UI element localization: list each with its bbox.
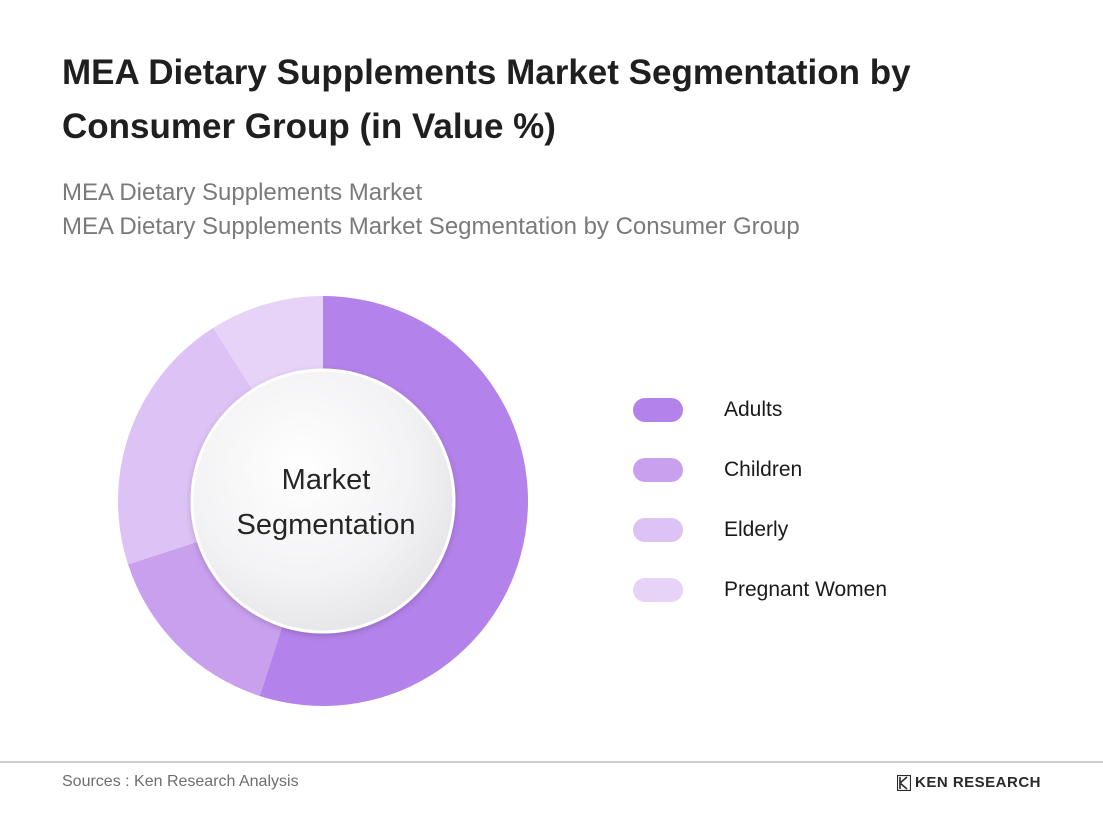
legend-item-elderly: Elderly [633,500,887,560]
slice-pregnant-women [213,296,323,391]
legend-swatch-elderly [633,518,683,542]
slice-children [128,541,283,696]
chart-legend: Adults Children Elderly Pregnant Women [633,380,887,620]
legend-item-children: Children [633,440,887,500]
brand-logo: KEN RESEARCH [896,774,1041,791]
slice-adults [259,296,528,707]
legend-swatch-adults [633,398,683,422]
ken-research-logo-icon [896,774,911,791]
legend-swatch-pregnant-women [633,578,683,602]
center-label-line-1: Market [282,464,371,496]
subtitle: MEA Dietary Supplements Market MEA Dieta… [62,176,800,244]
center-label-line-2: Segmentation [237,509,416,541]
legend-swatch-children [633,458,683,482]
legend-item-adults: Adults [633,380,887,440]
legend-label-pregnant-women: Pregnant Women [724,578,888,601]
subtitle-line-2: MEA Dietary Supplements Market Segmentat… [62,213,800,240]
brand-name: KEN RESEARCH [914,774,1041,791]
legend-label-children: Children [724,458,803,481]
chart-title: MEA Dietary Supplements Market Segmentat… [62,53,911,146]
footer-divider [0,761,1103,763]
legend-label-elderly: Elderly [724,518,789,541]
subtitle-line-1: MEA Dietary Supplements Market [62,179,423,206]
slice-elderly [117,327,253,565]
donut-center-disc [190,368,456,634]
source-note: Sources : Ken Research Analysis [62,773,299,790]
legend-label-adults: Adults [724,398,783,421]
donut-slices [117,296,528,707]
legend-item-pregnant-women: Pregnant Women [633,560,887,620]
